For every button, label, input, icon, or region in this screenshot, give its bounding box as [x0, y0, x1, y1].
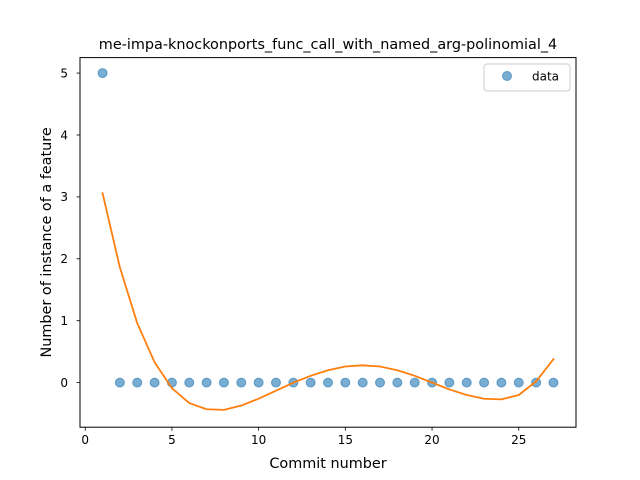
x-tick-label: 0	[81, 433, 89, 447]
data-point	[323, 377, 333, 388]
data-point	[548, 377, 559, 388]
data-point	[444, 377, 455, 388]
data-point	[114, 377, 125, 388]
data-point	[270, 377, 281, 388]
x-tick-label: 15	[338, 433, 353, 447]
data-point	[132, 377, 143, 388]
data-point	[357, 377, 368, 388]
data-point	[149, 377, 160, 388]
data-point	[531, 377, 542, 388]
data-point	[201, 377, 212, 388]
y-tick-label: 3	[60, 190, 68, 204]
data-point	[409, 377, 420, 388]
x-tick-label: 25	[511, 433, 526, 447]
data-point	[479, 377, 490, 388]
legend-label: data	[532, 70, 559, 84]
y-tick-label: 4	[60, 128, 68, 142]
data-point	[236, 377, 247, 388]
axis-ticks: 0 5 10 15 20 25 0 1 2 3 4 5	[60, 66, 526, 447]
chart-title: me-impa-knockonports_func_call_with_name…	[99, 37, 557, 53]
y-tick-label: 1	[60, 314, 68, 328]
plot-area	[97, 68, 559, 411]
data-point	[513, 377, 524, 388]
data-point	[340, 377, 351, 388]
legend-marker	[502, 71, 512, 81]
y-tick-label: 2	[60, 252, 68, 266]
data-point	[218, 377, 229, 388]
legend-frame	[483, 63, 571, 92]
y-axis-label: Number of instance of a feature	[39, 127, 55, 357]
data-point	[305, 377, 316, 388]
data-point	[461, 377, 472, 388]
y-tick-label: 5	[60, 66, 68, 80]
x-tick-label: 10	[251, 433, 266, 447]
legend: data	[483, 63, 571, 92]
y-tick-label: 0	[60, 376, 68, 390]
data-point	[375, 377, 386, 388]
x-tick-label: 5	[168, 433, 176, 447]
x-tick-label: 20	[424, 433, 439, 447]
data-point	[253, 377, 264, 388]
data-point	[184, 377, 195, 388]
data-point	[496, 377, 507, 388]
fit-line	[101, 192, 555, 411]
axes-frame	[79, 57, 577, 428]
x-axis-label: Commit number	[269, 456, 386, 472]
data-point	[392, 377, 403, 388]
data-point	[97, 68, 108, 79]
